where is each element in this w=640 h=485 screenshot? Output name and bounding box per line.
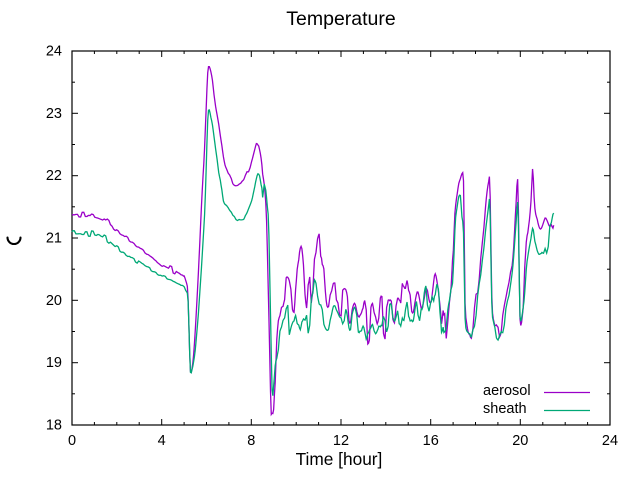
svg-text:sheath: sheath [483, 401, 527, 417]
svg-text:8: 8 [247, 433, 255, 449]
svg-text:22: 22 [46, 168, 62, 184]
svg-text:24: 24 [602, 433, 618, 449]
svg-text:20: 20 [512, 433, 528, 449]
svg-text:Temperature: Temperature [286, 8, 395, 30]
svg-text:Time [hour]: Time [hour] [296, 449, 383, 469]
svg-text:aerosol: aerosol [483, 383, 531, 399]
svg-text:4: 4 [158, 433, 166, 449]
svg-text:12: 12 [333, 433, 349, 449]
svg-text:23: 23 [46, 106, 62, 122]
svg-text:24: 24 [46, 44, 62, 60]
svg-text:20: 20 [46, 293, 62, 309]
svg-text:18: 18 [46, 418, 62, 434]
svg-text:21: 21 [46, 231, 62, 247]
svg-text:16: 16 [423, 433, 439, 449]
svg-text:0: 0 [68, 433, 76, 449]
svg-text:19: 19 [46, 355, 62, 371]
